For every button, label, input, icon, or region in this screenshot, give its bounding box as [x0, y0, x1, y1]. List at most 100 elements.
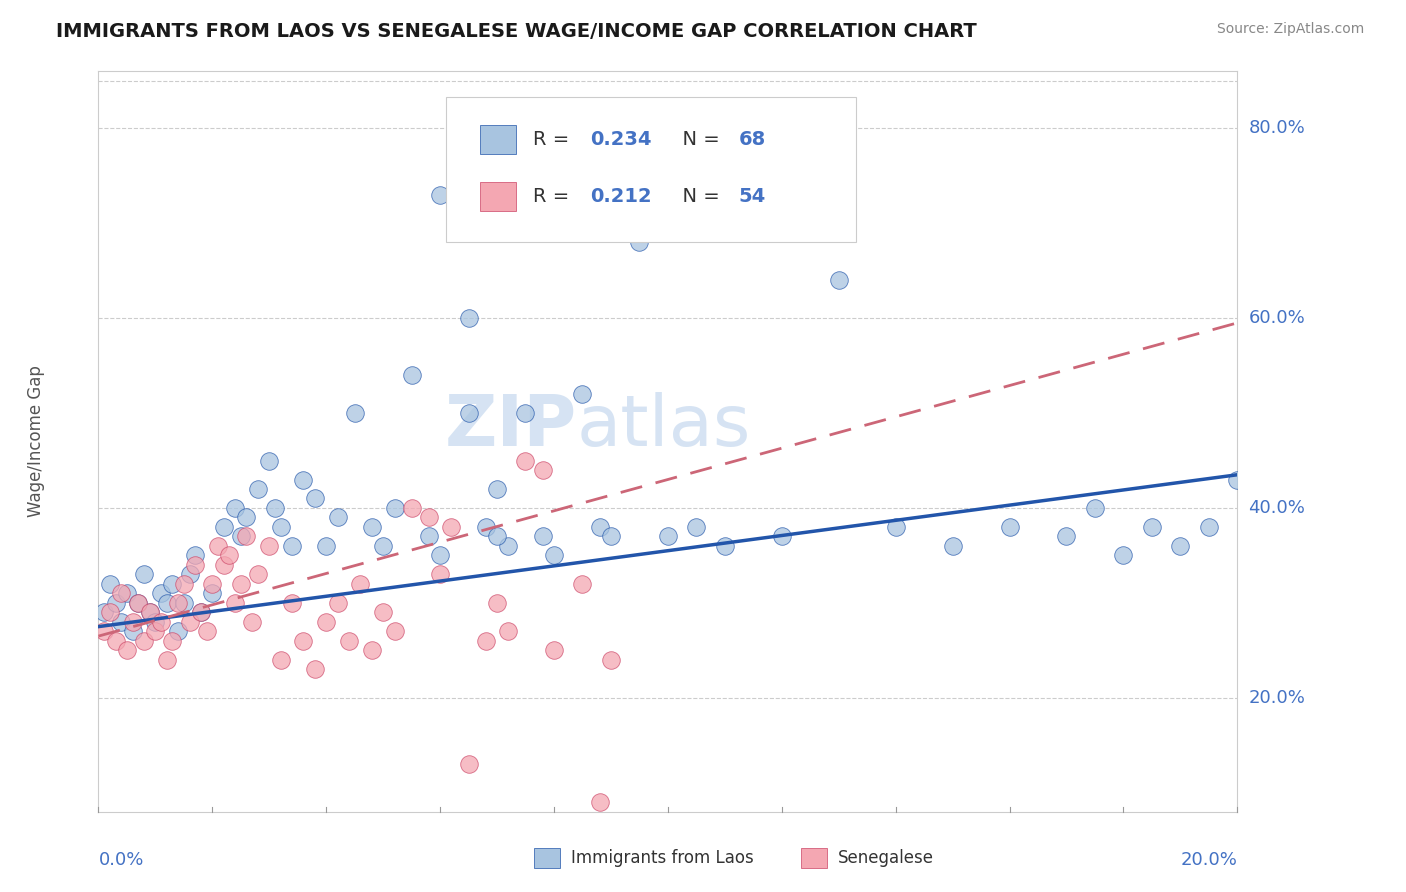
Point [571, 577, 593, 591]
Point [195, 624, 218, 639]
Point [515, 453, 537, 467]
Point [229, 577, 252, 591]
Point [531, 529, 554, 543]
Point [304, 491, 326, 506]
Point [184, 549, 207, 563]
Point [132, 567, 155, 582]
Point [292, 633, 315, 648]
Point [218, 549, 240, 563]
Point [104, 633, 127, 648]
Point [998, 520, 1021, 534]
Point [179, 615, 201, 629]
Point [110, 586, 132, 600]
Point [337, 633, 360, 648]
Point [429, 549, 451, 563]
Point [162, 577, 184, 591]
Point [531, 463, 554, 477]
Point [190, 606, 212, 620]
Point [138, 606, 160, 620]
Point [270, 653, 292, 667]
Point [304, 662, 326, 676]
Point [315, 615, 337, 629]
Text: N =: N = [671, 187, 725, 206]
Point [418, 529, 440, 543]
Point [162, 633, 184, 648]
Point [588, 520, 610, 534]
Point [1226, 473, 1249, 487]
Point [292, 473, 315, 487]
Point [235, 510, 257, 524]
Point [1198, 520, 1220, 534]
Point [121, 615, 143, 629]
Point [373, 539, 395, 553]
Point [115, 586, 138, 600]
Text: Wage/Income Gap: Wage/Income Gap [27, 366, 45, 517]
Point [270, 520, 292, 534]
Point [401, 368, 423, 383]
Point [98, 606, 121, 620]
Point [440, 520, 463, 534]
Point [224, 500, 246, 515]
Point [543, 643, 565, 657]
Point [138, 606, 160, 620]
Point [384, 624, 406, 639]
Point [121, 624, 143, 639]
Point [246, 567, 269, 582]
Point [264, 500, 287, 515]
Point [685, 520, 707, 534]
Point [259, 539, 281, 553]
Point [360, 520, 382, 534]
Point [429, 187, 451, 202]
Text: R =: R = [533, 130, 576, 149]
Point [474, 520, 496, 534]
Point [240, 615, 263, 629]
Point [600, 653, 623, 667]
Point [384, 500, 406, 515]
Text: Immigrants from Laos: Immigrants from Laos [571, 849, 754, 867]
Point [150, 615, 173, 629]
Point [179, 567, 201, 582]
Point [229, 529, 252, 543]
Point [127, 596, 149, 610]
Text: 60.0%: 60.0% [1249, 310, 1305, 327]
Point [515, 406, 537, 420]
Point [145, 615, 167, 629]
Text: 54: 54 [738, 187, 766, 206]
Point [150, 586, 173, 600]
Point [127, 596, 149, 610]
Point [235, 529, 257, 543]
Point [486, 482, 509, 496]
Point [770, 529, 793, 543]
Point [184, 558, 207, 572]
FancyBboxPatch shape [446, 97, 856, 242]
Point [343, 406, 366, 420]
Point [1112, 549, 1135, 563]
Point [1170, 539, 1192, 553]
Point [942, 539, 965, 553]
Point [828, 273, 851, 287]
Point [212, 520, 235, 534]
Point [349, 577, 371, 591]
Point [156, 653, 179, 667]
Text: 40.0%: 40.0% [1249, 499, 1305, 517]
Point [190, 606, 212, 620]
Point [93, 606, 115, 620]
Text: 20.0%: 20.0% [1249, 689, 1305, 706]
Point [156, 596, 179, 610]
Point [212, 558, 235, 572]
Text: 0.234: 0.234 [591, 130, 652, 149]
Point [600, 529, 623, 543]
Point [281, 596, 304, 610]
Point [498, 624, 520, 639]
Point [259, 453, 281, 467]
Point [457, 757, 479, 772]
Text: R =: R = [533, 187, 576, 206]
Text: IMMIGRANTS FROM LAOS VS SENEGALESE WAGE/INCOME GAP CORRELATION CHART: IMMIGRANTS FROM LAOS VS SENEGALESE WAGE/… [56, 22, 977, 41]
Text: atlas: atlas [576, 392, 751, 461]
Text: 0.0%: 0.0% [98, 851, 143, 869]
Point [1056, 529, 1078, 543]
Point [315, 539, 337, 553]
Point [110, 615, 132, 629]
Point [657, 529, 679, 543]
Point [628, 235, 651, 250]
